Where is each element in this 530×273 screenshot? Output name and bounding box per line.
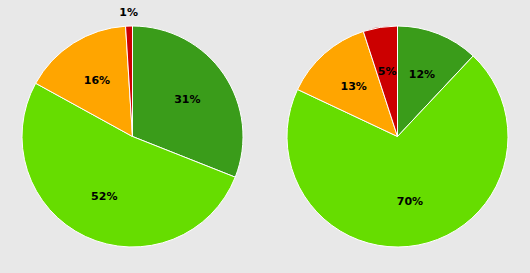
data-label: 70% xyxy=(397,195,423,208)
data-label: 52% xyxy=(91,190,117,203)
data-labels: 12% 70% 13% 5% xyxy=(340,65,435,209)
data-label: 5% xyxy=(378,65,397,78)
data-label: 16% xyxy=(84,74,110,87)
pie: 31% 52% 16% 1% xyxy=(22,6,243,247)
pie: 12% 70% 13% 5% xyxy=(287,26,508,247)
data-labels: 31% 52% 16% 1% xyxy=(84,6,201,203)
chart-canvas: 31% 52% 16% 1% 12% 70% 13% 5% xyxy=(0,0,530,273)
slices xyxy=(22,26,243,247)
slices xyxy=(287,26,508,247)
data-label: 1% xyxy=(119,6,138,19)
pie-slice xyxy=(363,26,397,137)
data-label: 31% xyxy=(174,93,200,106)
pie-slice xyxy=(126,26,133,137)
data-label: 13% xyxy=(340,80,366,93)
pie-slice xyxy=(36,26,133,136)
data-label: 12% xyxy=(409,68,435,81)
